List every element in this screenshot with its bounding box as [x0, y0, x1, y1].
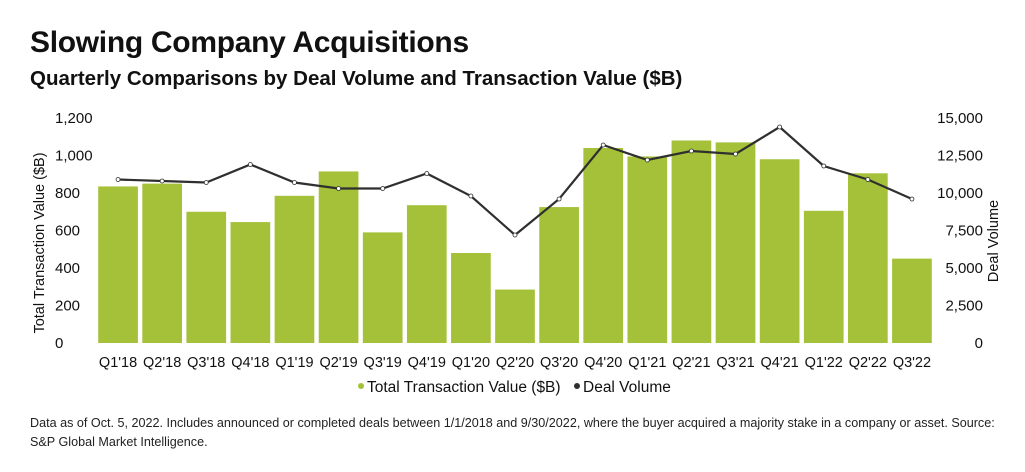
x-tick-label: Q2'21	[672, 355, 710, 371]
line-point	[159, 178, 165, 184]
left-axis-label: Total Transaction Value ($B)	[32, 152, 48, 333]
legend-marker-bar	[358, 383, 364, 389]
line-point	[247, 162, 253, 167]
combo-chart: 1,200 1,000 800 600 400 200 0 15,000 12,500 10,0…	[32, 110, 1002, 396]
x-tick-label: Q2'20	[496, 355, 534, 371]
x-tick-label: Q3'20	[540, 355, 578, 371]
x-tick-label: Q1'21	[628, 355, 666, 371]
bar	[583, 148, 624, 343]
line-point	[556, 196, 562, 202]
line-point	[468, 193, 474, 199]
x-tick-label: Q1'18	[99, 355, 137, 371]
x-tick-label: Q2'19	[319, 355, 357, 371]
left-tick-label: 1,200	[55, 110, 93, 127]
line-point	[733, 151, 738, 157]
left-axis-ticks: 1,200 1,000 800 600 400 200 0	[55, 110, 93, 352]
line-point	[600, 142, 606, 148]
right-tick-label: 7,500	[945, 223, 983, 240]
legend-marker-line	[574, 383, 580, 389]
line-point	[292, 180, 297, 185]
line-point	[644, 157, 650, 163]
left-tick-label: 800	[55, 185, 80, 202]
bar	[671, 140, 712, 343]
right-tick-label: 2,500	[945, 298, 983, 315]
bar	[142, 183, 183, 343]
right-tick-label: 15,000	[937, 110, 983, 127]
x-tick-label: Q1'20	[452, 355, 490, 371]
x-tick-label: Q3'19	[364, 355, 402, 371]
legend-label-line: Deal Volume	[583, 379, 671, 396]
bar	[759, 159, 800, 343]
chart-subtitle: Quarterly Comparisons by Deal Volume and…	[30, 67, 683, 90]
left-tick-label: 600	[55, 223, 80, 240]
line-point	[380, 186, 386, 191]
bar	[495, 289, 535, 343]
bar	[318, 171, 359, 343]
bar	[539, 207, 579, 343]
chart-title: Slowing Company Acquisitions	[30, 26, 469, 59]
line-point	[689, 148, 694, 154]
right-tick-label: 12,500	[937, 148, 983, 165]
line-point	[821, 163, 827, 169]
bar	[274, 195, 315, 343]
bar	[406, 205, 447, 343]
right-tick-label: 10,000	[937, 185, 983, 202]
line-point	[865, 177, 871, 182]
bar	[627, 156, 668, 343]
bar	[847, 173, 888, 343]
x-tick-label: Q3'18	[187, 355, 225, 371]
bar	[186, 211, 227, 343]
x-tick-label: Q1'22	[805, 355, 843, 371]
line-point	[909, 196, 915, 202]
line-point	[336, 186, 341, 191]
footnote: Data as of Oct. 5, 2022. Includes announ…	[30, 416, 995, 449]
x-tick-label: Q2'18	[143, 355, 181, 371]
line-series	[115, 124, 915, 238]
right-axis-ticks: 15,000 12,500 10,000 7,500 5,000 2,500 0	[937, 110, 983, 352]
line-point	[424, 171, 430, 176]
line-point	[203, 180, 209, 185]
x-tick-label: Q4'19	[408, 355, 446, 371]
line-point	[512, 232, 518, 238]
legend: Total Transaction Value ($B) Deal Volume	[358, 379, 671, 396]
right-axis-label: Deal Volume	[986, 200, 1002, 282]
x-axis-ticks: Q1'18 Q2'18 Q3'18 Q4'18 Q1'19 Q2'19 Q3'19 Q4'19…	[99, 355, 931, 371]
x-tick-label: Q4'21	[761, 355, 799, 371]
x-tick-label: Q4'20	[584, 355, 622, 371]
bar	[362, 232, 403, 343]
left-tick-label: 400	[55, 260, 80, 277]
x-tick-label: Q1'19	[275, 355, 313, 371]
right-tick-label: 0	[975, 335, 983, 352]
right-tick-label: 5,000	[945, 260, 983, 277]
line-point	[777, 124, 783, 130]
bar	[230, 222, 271, 343]
bar	[892, 258, 932, 343]
bar-series	[98, 140, 932, 343]
left-tick-label: 200	[55, 298, 80, 315]
x-tick-label: Q4'18	[231, 355, 269, 371]
left-tick-label: 0	[55, 335, 63, 352]
bar	[451, 253, 491, 343]
bar	[803, 210, 844, 343]
x-tick-label: Q3'22	[893, 355, 931, 371]
bar	[715, 142, 756, 343]
left-tick-label: 1,000	[55, 148, 93, 165]
bar	[98, 186, 138, 343]
x-tick-label: Q2'22	[849, 355, 887, 371]
x-tick-label: Q3'21	[716, 355, 754, 371]
legend-label-bar: Total Transaction Value ($B)	[367, 379, 561, 396]
line-point	[115, 177, 121, 182]
